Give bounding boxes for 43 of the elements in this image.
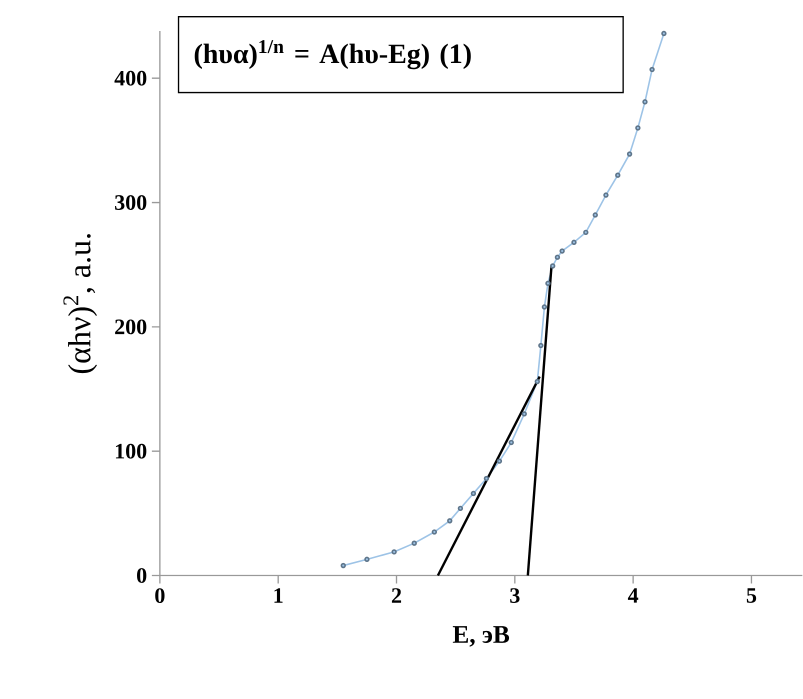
point	[340, 562, 346, 568]
point	[412, 540, 417, 546]
point	[447, 518, 452, 524]
y-axis-title: (αhν)$^{2}$, a.u.	[63, 234, 98, 373]
y-tick-label: 200	[115, 319, 146, 334]
point	[661, 30, 667, 36]
point	[470, 490, 476, 496]
x-tick-label: 1	[274, 588, 283, 603]
point	[550, 263, 556, 268]
point	[391, 549, 397, 554]
y-tick-label: 400	[114, 70, 146, 86]
x-tick-label: 0	[155, 588, 165, 603]
point	[559, 248, 565, 254]
point	[542, 304, 548, 310]
point	[642, 98, 648, 104]
point	[538, 342, 544, 348]
point	[626, 151, 632, 157]
point	[592, 212, 598, 218]
point	[508, 440, 514, 445]
point	[554, 254, 560, 260]
x-tick-label: 2	[392, 588, 402, 603]
point	[496, 458, 502, 464]
x-axis-title: E, эВ	[452, 626, 510, 646]
point	[571, 239, 577, 245]
x-tick-label: 4	[628, 588, 638, 602]
point	[649, 66, 655, 72]
point	[432, 529, 438, 534]
point	[458, 506, 464, 511]
y-tick-label: 300	[115, 194, 146, 210]
x-tick-label: 5	[746, 588, 756, 603]
y-tick-label: 0	[137, 568, 146, 583]
point	[534, 378, 540, 384]
point	[603, 192, 609, 198]
point	[615, 172, 620, 178]
point	[522, 411, 527, 416]
point	[484, 476, 490, 481]
point	[635, 125, 641, 130]
y-tick-label: 100	[116, 444, 146, 458]
point	[545, 280, 551, 286]
x-tick-label: 3	[510, 588, 520, 603]
point	[364, 556, 370, 562]
point	[583, 230, 588, 235]
annotation: (hυα)$^{1/n}$ = A(hυ-Eg) (1)	[194, 40, 471, 70]
